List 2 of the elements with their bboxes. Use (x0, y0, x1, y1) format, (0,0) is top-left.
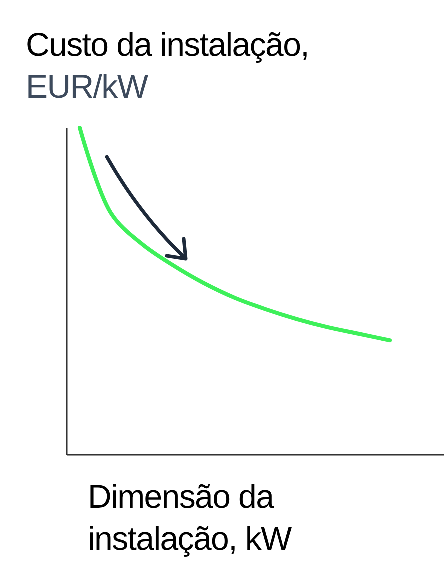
x-axis-title: Dimensão da instalação, kW (88, 478, 294, 557)
y-axis-title: Custo da instalação, EUR/kW (26, 26, 310, 105)
